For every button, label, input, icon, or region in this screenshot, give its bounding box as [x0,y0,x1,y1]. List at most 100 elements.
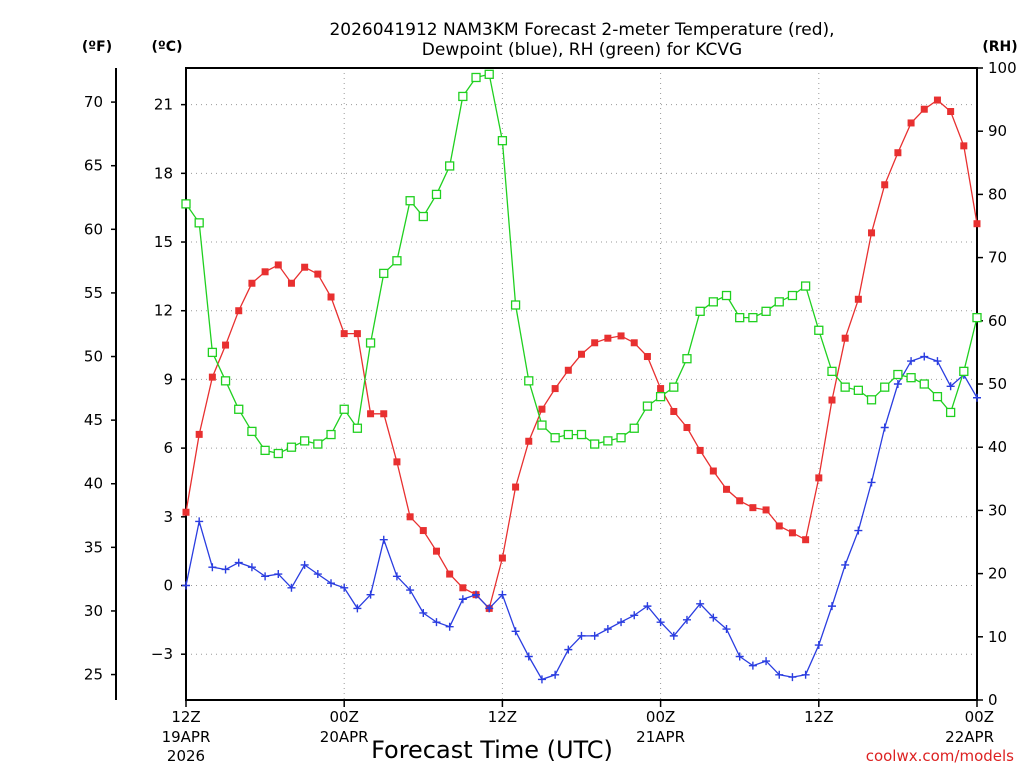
2-meter-temperature-point [894,149,902,157]
2-meter-temperature-point [208,373,216,381]
rh-point [695,306,705,316]
2-meter-temperature-point [709,467,717,475]
2-meter-temperature-point [538,405,546,413]
celsius-tick-label: 12 [154,302,173,320]
2-meter-temperature-point [446,570,454,578]
fahrenheit-tick-label: 60 [84,220,103,238]
x-axis-label: Forecast Time (UTC) [371,736,613,764]
fahrenheit-tick-label: 35 [84,538,103,556]
dewpoint-point [617,618,626,627]
dewpoint-point [472,590,481,599]
dewpoint-point [353,604,362,613]
dewpoint-point [841,560,850,569]
rh-point [959,366,969,377]
x-tick-label: 00Z [965,708,994,726]
rh-point [827,366,837,377]
rh-point [642,401,653,411]
rh-point [866,395,877,405]
rh-point [629,423,639,433]
rh-point [471,72,481,83]
rh-point [761,306,771,316]
x-tick-label: 12Z [488,708,517,726]
fahrenheit-tick-label: 55 [84,284,103,302]
rh-tick-label: 0 [988,691,998,709]
rh-point [352,423,363,433]
rh-tick-label: 20 [988,565,1007,583]
2-meter-temperature-point [380,410,388,418]
dewpoint-point [406,586,415,595]
dewpoint-point [511,627,520,636]
2-meter-temperature-point [459,584,467,592]
dewpoint-point [577,631,586,640]
celsius-tick-label: 9 [163,370,173,388]
2-meter-temperature-point [222,341,230,349]
x-tick-date-label: 19APR [162,728,211,746]
dewpoint-point [485,604,494,613]
rh-point [787,290,798,301]
x-tick-date-label: 22APR [945,728,994,746]
x-tick-year-label: 2026 [167,747,205,765]
rh-tick-label: 50 [988,375,1007,393]
dewpoint-point [392,572,401,581]
rh-point [339,404,349,414]
dewpoint-point [300,560,309,569]
dewpoint-point [287,583,296,592]
fahrenheit-tick-label: 40 [84,475,103,493]
dewpoint-point [801,670,810,679]
rh-point [510,300,521,310]
rh-point [721,290,732,301]
rh-point [220,376,231,386]
dewpoint-point [208,563,217,572]
plot-frame [185,67,978,701]
dewpoint-point [946,382,955,391]
rh-point [972,312,982,323]
dewpoint-point [234,558,243,567]
2-meter-temperature-point [630,339,638,347]
rh-point [682,354,692,364]
2-meter-temperature-point [287,279,295,287]
2-meter-temperature-point [406,513,414,521]
2-meter-temperature-point [195,430,203,438]
dewpoint-point [696,599,705,608]
2-meter-temperature-point [723,485,731,493]
data-series [181,69,982,684]
2-meter-temperature-point [960,142,968,150]
rh-point [365,338,376,348]
dewpoint-point [656,618,665,627]
2-meter-temperature-point [643,353,651,361]
2-meter-temperature-point [973,220,981,228]
dewpoint-point [933,357,942,366]
rh-point [893,369,903,380]
rh-tick-label: 90 [988,122,1007,140]
2-meter-temperature-point [868,229,876,237]
dewpoint-point [313,570,322,579]
x-tick-label: 00Z [330,708,359,726]
fahrenheit-tick-label: 45 [84,411,103,429]
dewpoint-point [682,615,691,624]
rh-point [669,382,679,392]
2-meter-temperature-point [907,119,915,127]
dewpoint-point [379,535,388,544]
rh-point [906,373,916,383]
dewpoint-point [827,602,836,611]
2-meter-temperature-point [683,424,691,432]
rh-point [260,445,270,456]
2-meter-temperature-point [947,108,955,116]
2-meter-temperature-point [367,410,375,418]
x-tick-label: 12Z [171,708,200,726]
2-meter-temperature-point [933,96,941,104]
rh-point [853,385,863,395]
dewpoint-point [669,631,678,640]
rh-point [735,312,745,323]
dewpoint-line [185,355,978,681]
rh-point [418,211,428,222]
dewpoint-point [762,657,771,666]
rh-point [814,325,824,335]
dewpoint-point [630,611,639,620]
2-meter-temperature-point [670,407,678,415]
rh-unit-label: (RH) [982,39,1017,55]
rh-point [603,436,613,446]
rh-point [932,391,943,402]
2-meter-temperature-point [498,554,506,562]
dewpoint-point [537,675,546,684]
